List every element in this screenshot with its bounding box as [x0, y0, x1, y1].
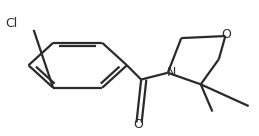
Text: O: O	[134, 118, 143, 131]
Text: O: O	[222, 28, 232, 41]
Text: N: N	[166, 66, 176, 79]
Text: Cl: Cl	[5, 17, 18, 30]
